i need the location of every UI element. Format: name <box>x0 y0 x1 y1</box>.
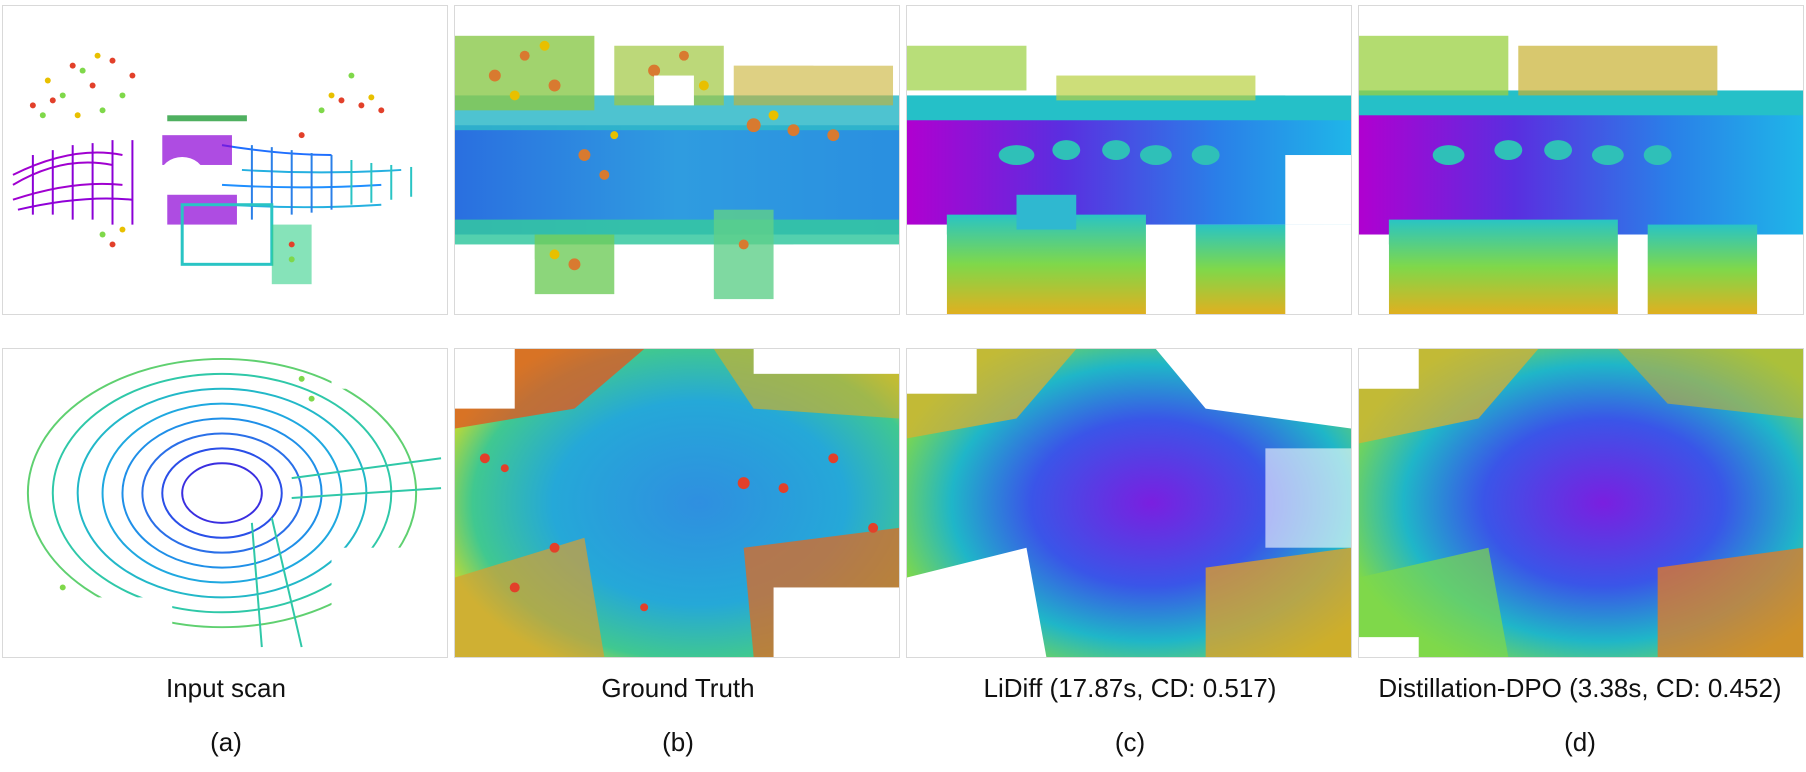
scattered-points <box>29 57 385 248</box>
caption-lidiff: LiDiff (17.87s, CD: 0.517) <box>983 673 1277 703</box>
caption-input-scan: Input scan <box>166 673 286 703</box>
input-scan-bottom-image <box>2 348 448 658</box>
distillation-dpo-top-image <box>1358 5 1804 315</box>
label-d: (d) <box>1564 727 1596 757</box>
lidiff-top-image <box>906 5 1352 315</box>
label-b: (b) <box>662 727 694 757</box>
label-c: (c) <box>1114 727 1146 757</box>
caption-ground-truth: Ground Truth <box>601 673 755 703</box>
label-a: (a) <box>210 727 242 757</box>
noisy-vegetation <box>488 50 840 271</box>
ground-truth-bottom-image <box>454 348 900 658</box>
lidiff-bottom-image <box>906 348 1352 658</box>
distillation-dpo-bottom-image <box>1358 348 1804 658</box>
ground-truth-top-image <box>454 5 900 315</box>
input-scan-top-image <box>2 5 448 315</box>
caption-distillation-dpo: Distillation-DPO (3.38s, CD: 0.452) <box>1378 673 1782 703</box>
scan-vertical-ticks <box>31 140 134 225</box>
